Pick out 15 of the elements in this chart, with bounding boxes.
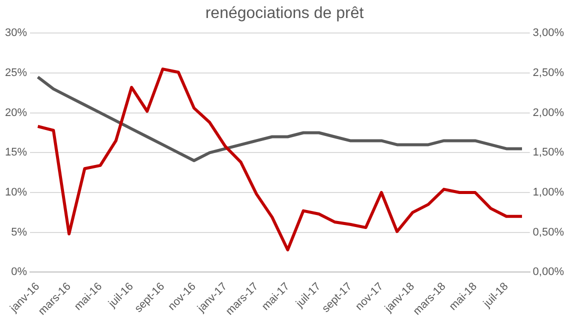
y-tick-label: 0% bbox=[11, 266, 28, 278]
y-tick-label: 25% bbox=[4, 67, 28, 80]
y-tick-label: 15% bbox=[4, 146, 28, 159]
y2-tick-label: 2,50% bbox=[532, 67, 564, 80]
y2-tick-label: 1,50% bbox=[532, 146, 564, 159]
y2-tick-label: 3,00% bbox=[532, 27, 564, 40]
y2-tick-label: 0,50% bbox=[532, 226, 564, 238]
y2-tick-label: 2,00% bbox=[532, 106, 564, 119]
y-tick-label: 5% bbox=[11, 226, 28, 238]
y-tick-label: 10% bbox=[4, 186, 28, 199]
chart-title: renégociations de prêt bbox=[205, 5, 364, 22]
y2-tick-label: 0,00% bbox=[532, 266, 564, 278]
y-tick-label: 20% bbox=[4, 106, 28, 119]
y2-tick-label: 1,00% bbox=[532, 186, 564, 199]
y-tick-label: 30% bbox=[4, 27, 28, 40]
